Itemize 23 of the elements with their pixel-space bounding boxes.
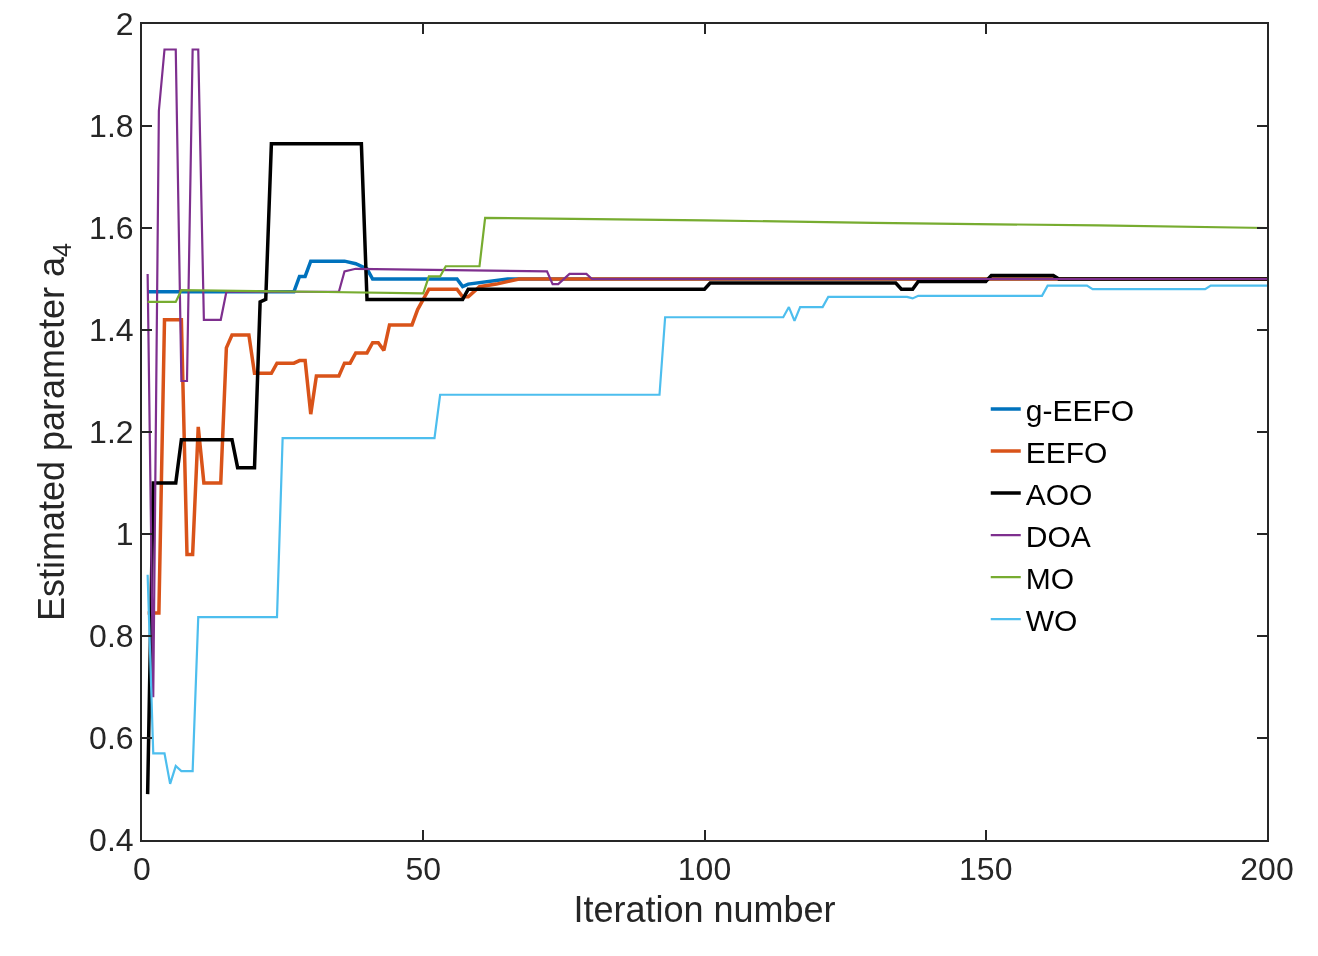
x-tick-label: 0 — [133, 851, 151, 888]
legend-label: DOA — [1025, 519, 1091, 553]
line-series — [146, 284, 1267, 785]
y-tick-label: 0.4 — [89, 822, 134, 859]
legend-label: AOO — [1025, 477, 1093, 511]
x-tick-label: 50 — [405, 851, 442, 888]
x-tick-label: 100 — [677, 851, 732, 888]
x-tick-label: 150 — [959, 851, 1013, 888]
legend-label: g-EEFO — [1025, 393, 1135, 427]
y-tick-label: 0.8 — [89, 618, 134, 655]
x-tick-label: 200 — [1240, 851, 1294, 888]
y-tick-label: 1.8 — [89, 108, 134, 145]
line-series — [146, 48, 1267, 699]
y-tick-label: 1 — [115, 516, 134, 553]
y-tick-label: 0.6 — [89, 720, 134, 757]
y-tick-label: 1.4 — [89, 312, 134, 349]
x-axis-title: Iteration number — [573, 888, 836, 930]
y-tick-label: 1.2 — [89, 414, 134, 451]
y-tick-label: 2 — [115, 6, 134, 43]
legend-label: WO — [1025, 603, 1078, 637]
legend-label: EEFO — [1025, 435, 1108, 469]
legend-label: MO — [1025, 561, 1075, 595]
y-tick-label: 1.6 — [89, 210, 134, 247]
